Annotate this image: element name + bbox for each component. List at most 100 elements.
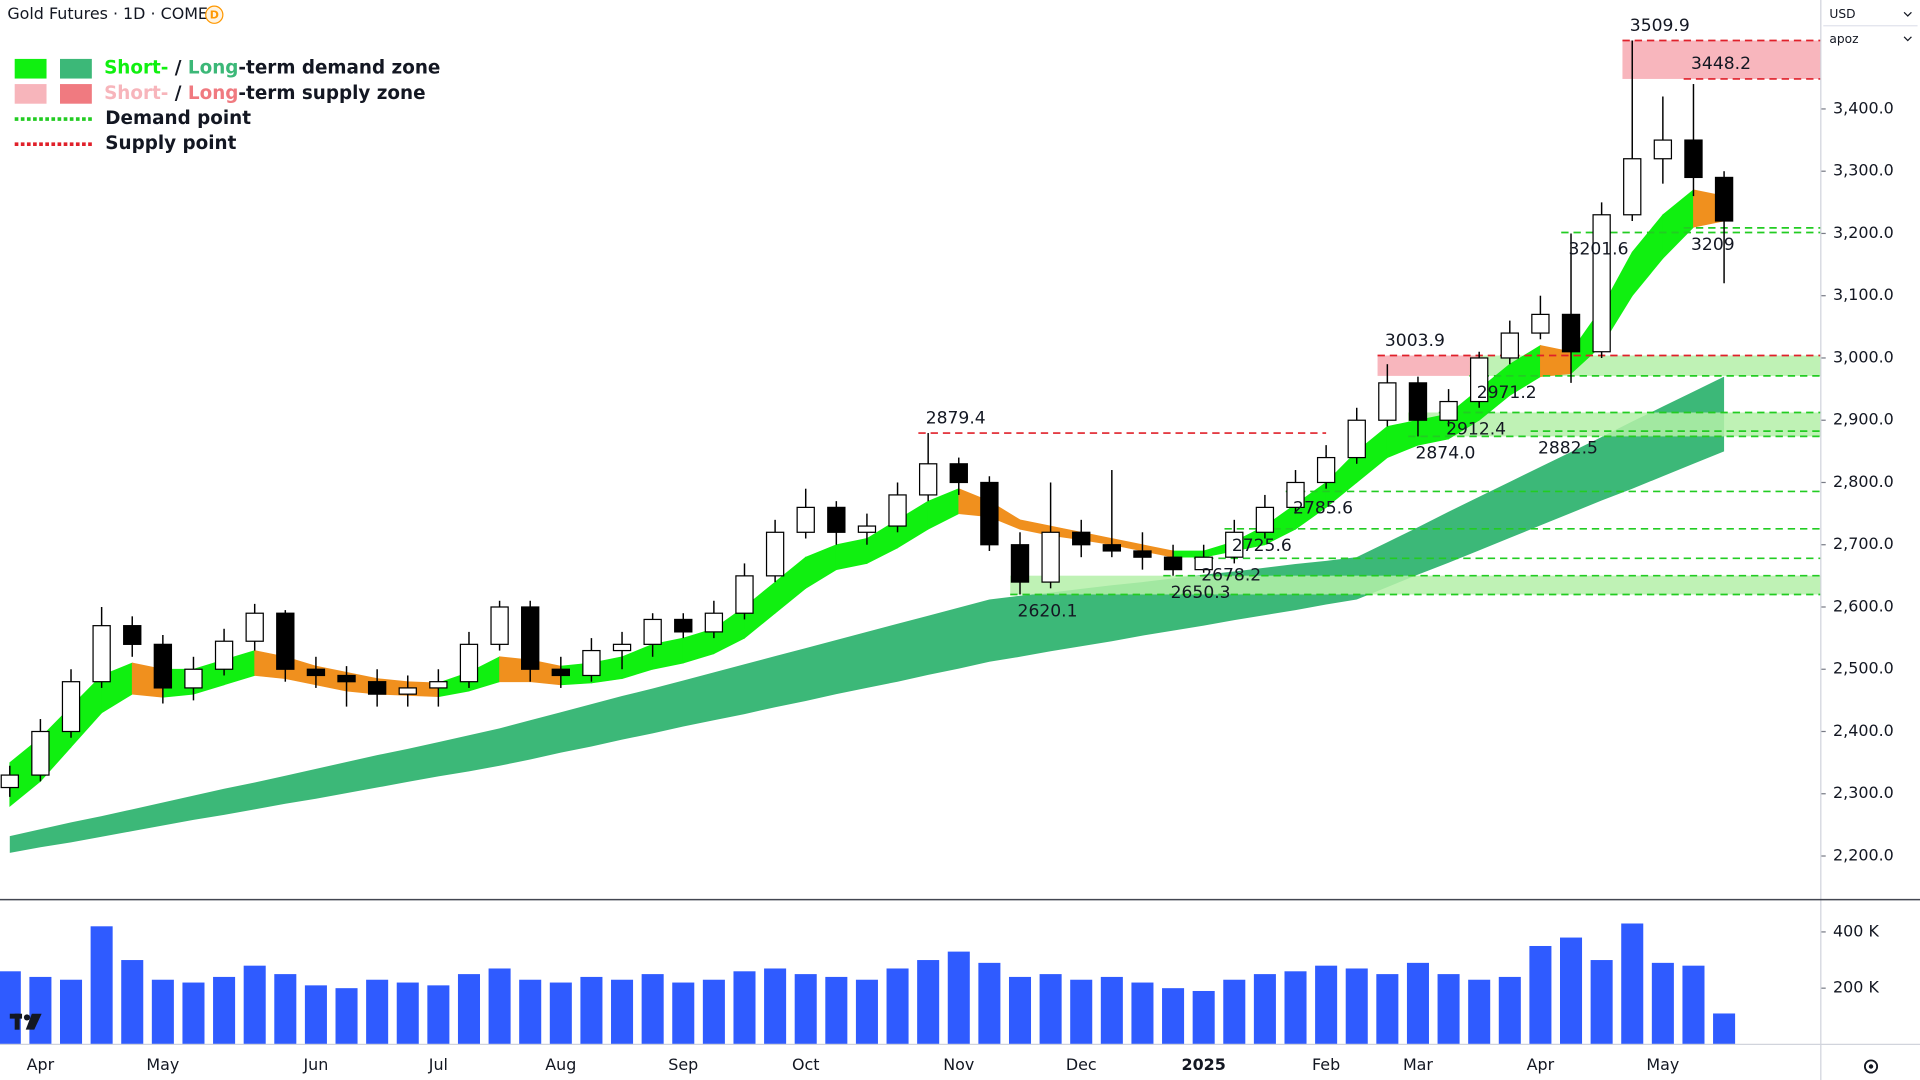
legend-swatch bbox=[14, 84, 47, 104]
candle-body bbox=[1286, 481, 1305, 508]
x-tick-label: Oct bbox=[792, 1055, 820, 1074]
volume-bar bbox=[1682, 965, 1705, 1045]
volume-bar bbox=[549, 982, 572, 1045]
supply-zone bbox=[1622, 40, 1821, 79]
legend-swatch bbox=[60, 58, 92, 79]
gear[interactable] bbox=[1863, 1059, 1879, 1074]
volume-bar bbox=[1590, 960, 1613, 1045]
volume-bar bbox=[641, 974, 664, 1045]
level-label: 3003.9 bbox=[1385, 331, 1445, 351]
candle-body bbox=[918, 463, 938, 496]
volume-bar bbox=[90, 926, 113, 1045]
candle-body bbox=[1255, 506, 1275, 533]
volume-bar bbox=[1468, 979, 1491, 1045]
volume-bar bbox=[733, 971, 756, 1045]
candle-body bbox=[1102, 544, 1122, 552]
y-tick-label: 2,300.0 bbox=[1833, 783, 1894, 802]
candle-body bbox=[61, 681, 81, 733]
volume-tick-label: 200 K bbox=[1833, 978, 1879, 997]
short-term-band bbox=[835, 538, 868, 571]
volume-bar bbox=[121, 960, 144, 1045]
x-tick-label: May bbox=[146, 1055, 179, 1074]
volume-bar bbox=[1008, 976, 1032, 1045]
volume-bar bbox=[672, 982, 695, 1045]
candle-body bbox=[214, 640, 234, 670]
candle-body bbox=[184, 668, 203, 689]
level-label: 2650.3 bbox=[1171, 583, 1231, 603]
level-label: 2879.4 bbox=[926, 408, 986, 428]
volume-tick-label: 400 K bbox=[1833, 921, 1879, 940]
candle-body bbox=[337, 674, 356, 683]
volume-bar bbox=[978, 962, 1001, 1045]
candle-body bbox=[1225, 531, 1244, 558]
level-label: 2912.4 bbox=[1446, 420, 1506, 440]
x-tick-label: Apr bbox=[1527, 1055, 1555, 1074]
logo-part bbox=[14, 1013, 20, 1030]
x-tick-label: 2025 bbox=[1182, 1055, 1226, 1074]
symbol-title: Gold Futures · 1D · COMEX bbox=[7, 4, 219, 23]
y-tick-label: 3,000.0 bbox=[1833, 347, 1894, 366]
volume-bar bbox=[1651, 962, 1674, 1045]
volume-bar bbox=[366, 979, 389, 1045]
tv-logo bbox=[9, 1013, 42, 1030]
y-tick-label: 2,900.0 bbox=[1833, 410, 1894, 429]
legend-swatch bbox=[14, 58, 47, 79]
candle-body bbox=[1470, 357, 1489, 403]
volume-bar bbox=[1070, 979, 1093, 1045]
user-unit[interactable]: apoz bbox=[1829, 32, 1858, 46]
legend-part: -term demand zone bbox=[238, 58, 440, 79]
x-tick-label: Dec bbox=[1066, 1055, 1097, 1074]
y-tick-label: 2,400.0 bbox=[1833, 721, 1894, 740]
volume-bar bbox=[519, 979, 542, 1045]
supply-zone bbox=[1377, 355, 1480, 376]
y-tick-label: 3,400.0 bbox=[1833, 98, 1894, 117]
legend-text: Supply point bbox=[105, 133, 236, 154]
candle-body bbox=[735, 575, 754, 614]
candle-body bbox=[1378, 382, 1397, 421]
candle-body bbox=[1531, 313, 1550, 334]
candle-body bbox=[1561, 313, 1581, 353]
logo-part bbox=[25, 1013, 42, 1030]
volume-bar bbox=[917, 960, 940, 1045]
short-term-band bbox=[1386, 419, 1419, 459]
volume-bar bbox=[1406, 962, 1429, 1045]
volume-bar bbox=[488, 968, 511, 1045]
settings-icon[interactable] bbox=[1863, 1059, 1879, 1074]
level-label: 2620.1 bbox=[1018, 602, 1078, 622]
long-term-band bbox=[9, 376, 1725, 853]
short-term-band bbox=[805, 544, 837, 589]
candle-body bbox=[92, 625, 111, 683]
candle-body bbox=[1194, 556, 1213, 571]
short-term-band bbox=[1172, 550, 1205, 558]
volume-bar bbox=[1498, 976, 1521, 1045]
candle-body bbox=[1653, 139, 1673, 160]
candle-body bbox=[459, 643, 479, 683]
volume-bar bbox=[1284, 971, 1307, 1045]
plot-layer bbox=[0, 39, 1821, 1045]
short-term-band bbox=[1631, 213, 1664, 297]
currency[interactable]: USD bbox=[1829, 7, 1855, 21]
volume-bar bbox=[855, 979, 878, 1045]
volume-bar bbox=[457, 974, 480, 1045]
volume-bar bbox=[1529, 945, 1552, 1045]
candle-body bbox=[949, 463, 968, 484]
candle-body bbox=[245, 612, 264, 642]
level-label: 3209 bbox=[1691, 235, 1735, 255]
volume-bar bbox=[611, 979, 634, 1045]
volume-bar bbox=[1223, 979, 1246, 1045]
candle-body bbox=[765, 531, 785, 577]
candle-body bbox=[1041, 531, 1060, 583]
volume-bar bbox=[335, 988, 358, 1045]
volume-bar bbox=[304, 985, 327, 1045]
volume-bar bbox=[947, 951, 970, 1045]
volume-bar bbox=[1621, 923, 1644, 1045]
volume-bar bbox=[1560, 937, 1583, 1045]
candle-body bbox=[1010, 544, 1030, 583]
short-term-band bbox=[1662, 189, 1694, 260]
volume-bar bbox=[580, 976, 603, 1045]
volume-bar bbox=[274, 974, 297, 1045]
gear-center[interactable] bbox=[1868, 1064, 1874, 1069]
badge-circle bbox=[205, 5, 224, 24]
candle-body bbox=[0, 774, 19, 789]
volume-bar bbox=[243, 965, 266, 1045]
